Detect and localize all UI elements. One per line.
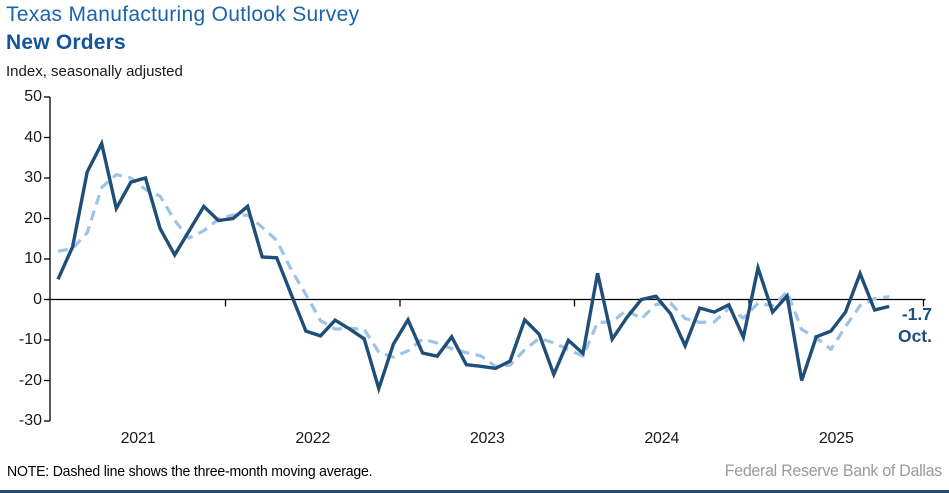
- y-axis-tick-label: 0: [33, 290, 42, 308]
- footnote: NOTE: Dashed line shows the three-month …: [7, 464, 373, 480]
- x-axis-year-label: 2023: [469, 430, 505, 447]
- new-orders-series-line: [56, 138, 890, 395]
- source-label: Federal Reserve Bank of Dallas: [724, 462, 943, 480]
- bottom-divider: [0, 489, 949, 493]
- x-axis-year-label: 2024: [644, 430, 680, 447]
- y-axis-tick-label: -30: [18, 412, 42, 429]
- y-axis-tick-label: 40: [24, 128, 42, 146]
- x-axis-year-label: 2022: [295, 430, 331, 447]
- y-axis-tick-label: 30: [24, 169, 42, 186]
- last-value-label: -1.7: [901, 304, 932, 324]
- y-axis-units-label: Index, seasonally adjusted: [6, 63, 183, 80]
- moving-average-dashed-line: [57, 173, 890, 369]
- y-axis-tick-label: -20: [18, 371, 42, 389]
- last-month-label: Oct.: [897, 326, 932, 346]
- x-axis-year-label: 2021: [120, 430, 156, 447]
- y-axis-tick-label: 20: [24, 209, 42, 227]
- y-axis-tick-label: 50: [24, 88, 42, 105]
- chart-title: Texas Manufacturing Outlook Survey: [6, 3, 360, 26]
- y-axis-tick-label: -10: [18, 331, 42, 348]
- x-axis-year-label: 2025: [818, 430, 854, 447]
- chart-subtitle: New Orders: [6, 31, 126, 54]
- y-axis-tick-label: 10: [24, 250, 42, 267]
- last-value-annotation: -1.7 Oct.: [878, 303, 932, 347]
